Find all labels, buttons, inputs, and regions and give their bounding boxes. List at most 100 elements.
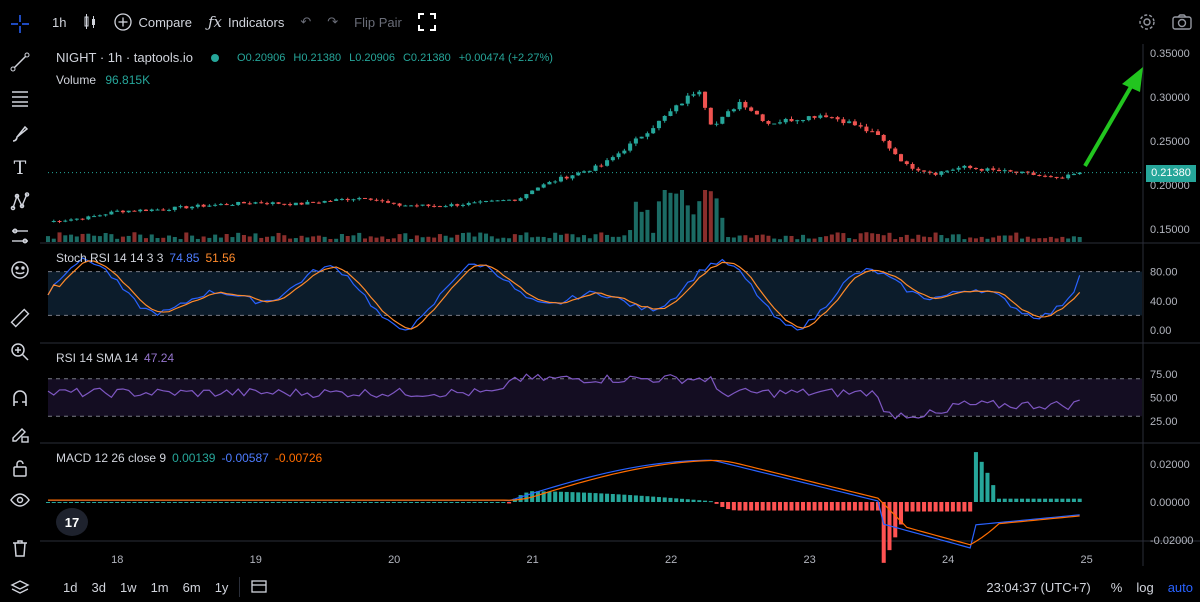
- volume-bar: [339, 234, 344, 242]
- candle: [916, 168, 921, 171]
- volume-bar: [311, 236, 316, 242]
- rsi-tick-0: 75.00: [1150, 369, 1178, 381]
- clock-timezone[interactable]: 23:04:37 (UTC+7): [986, 579, 1091, 595]
- candle: [922, 170, 927, 172]
- volume-bar: [63, 235, 68, 242]
- range-1d[interactable]: 1d: [63, 579, 78, 595]
- text-tool[interactable]: T: [6, 154, 34, 182]
- candle: [985, 168, 990, 171]
- volume-bar: [466, 232, 471, 242]
- candle: [841, 119, 846, 124]
- goto-date-button[interactable]: [244, 578, 274, 597]
- log-toggle[interactable]: log: [1136, 579, 1154, 595]
- candle: [766, 121, 771, 124]
- fib-tool[interactable]: [6, 84, 34, 112]
- stoch-label[interactable]: Stoch RSI 14 14 3 3: [56, 251, 164, 265]
- candle: [622, 150, 627, 154]
- ohlc-close: C0.21380: [402, 51, 451, 64]
- volume-bar: [1077, 237, 1082, 242]
- ruler-tool[interactable]: [6, 304, 34, 332]
- hide-tool[interactable]: [6, 486, 34, 514]
- tradingview-logo[interactable]: 17: [56, 508, 88, 536]
- brush-tool[interactable]: [6, 120, 34, 148]
- volume-bar: [282, 235, 287, 242]
- candle: [904, 161, 909, 165]
- interval-button[interactable]: 1h: [52, 14, 67, 30]
- flip-pair-button[interactable]: Flip Pair: [354, 14, 402, 30]
- volume-bar: [51, 238, 56, 242]
- range-1y[interactable]: 1y: [214, 579, 229, 595]
- rsi-label[interactable]: RSI 14 SMA 14: [56, 351, 139, 365]
- candle: [167, 209, 172, 211]
- volume-bar: [985, 238, 990, 242]
- indicators-button[interactable]: ƒx Indicators: [207, 13, 285, 31]
- settings-button[interactable]: [1130, 6, 1164, 38]
- macd-histogram-bar: [610, 494, 615, 502]
- top-toolbar: 1h Compare ƒx Indicators ↶ ↷ Flip Pair: [0, 0, 1200, 44]
- candle: [760, 114, 765, 122]
- zoom-tool[interactable]: [6, 338, 34, 366]
- macd-label[interactable]: MACD 12 26 close 9: [56, 451, 167, 465]
- volume-bar: [253, 233, 258, 242]
- macd-histogram-bar: [962, 502, 967, 512]
- macd-histogram-bar: [45, 502, 51, 503]
- candle: [466, 202, 471, 205]
- stay-drawing-tool[interactable]: [6, 420, 34, 448]
- candle: [685, 95, 690, 104]
- range-1w[interactable]: 1w: [119, 579, 137, 595]
- range-1m[interactable]: 1m: [150, 579, 169, 595]
- range-3d[interactable]: 3d: [91, 579, 106, 595]
- crosshair-tool[interactable]: [6, 10, 34, 38]
- macd-histogram-bar: [806, 502, 811, 511]
- magnet-tool[interactable]: [6, 384, 34, 412]
- volume-bar: [432, 237, 437, 242]
- macd-histogram-bar: [380, 502, 385, 503]
- symbol-label[interactable]: NIGHT · 1h · taptools.io: [56, 50, 194, 65]
- macd-histogram-bar: [893, 502, 898, 538]
- macd-histogram-bar: [518, 495, 523, 502]
- chart-type-button[interactable]: [74, 6, 106, 38]
- macd-histogram-bar: [299, 502, 304, 503]
- macd-histogram-bar: [218, 502, 223, 503]
- compare-button[interactable]: Compare: [106, 6, 199, 38]
- lock-tool[interactable]: [6, 454, 34, 482]
- candle: [1054, 176, 1059, 178]
- volume-label[interactable]: Volume: [56, 73, 97, 87]
- candle: [512, 199, 517, 201]
- fullscreen-button[interactable]: [410, 6, 444, 38]
- emoji-tool[interactable]: [6, 256, 34, 284]
- screenshot-button[interactable]: [1164, 6, 1200, 38]
- delete-tool[interactable]: [6, 534, 34, 562]
- pattern-tool[interactable]: [6, 188, 34, 216]
- macd-histogram-bar: [507, 502, 512, 504]
- macd-histogram-bar: [391, 502, 396, 503]
- undo-button[interactable]: ↶: [292, 6, 319, 38]
- stoch-tick-2: 0.00: [1150, 325, 1171, 337]
- macd-histogram-bar: [149, 502, 154, 503]
- macd-histogram-bar: [328, 502, 333, 503]
- candle: [599, 165, 604, 167]
- ohlc-open: O0.20906: [237, 51, 286, 64]
- volume-bar: [852, 239, 857, 242]
- trendline-tool[interactable]: [6, 48, 34, 76]
- candle: [507, 199, 512, 201]
- redo-button[interactable]: ↷: [319, 6, 346, 38]
- macd-histogram-bar: [1048, 498, 1053, 502]
- rsi-tick-1: 50.00: [1150, 393, 1178, 405]
- candle: [69, 219, 74, 221]
- volume-bar: [420, 237, 425, 242]
- object-tree-tool[interactable]: [6, 574, 34, 602]
- macd-histogram-bar: [1066, 498, 1071, 502]
- volume-bar: [397, 234, 402, 242]
- macd-histogram-bar: [368, 502, 373, 503]
- percent-toggle[interactable]: %: [1110, 579, 1123, 595]
- macd-histogram-bar: [991, 485, 996, 502]
- volume-bar: [812, 238, 817, 242]
- range-6m[interactable]: 6m: [182, 579, 201, 595]
- prediction-tool[interactable]: [6, 222, 34, 250]
- volume-bar: [703, 190, 708, 242]
- stoch-tick-1: 40.00: [1150, 296, 1178, 308]
- auto-toggle[interactable]: auto: [1167, 579, 1193, 595]
- macd-histogram-bar: [311, 502, 316, 503]
